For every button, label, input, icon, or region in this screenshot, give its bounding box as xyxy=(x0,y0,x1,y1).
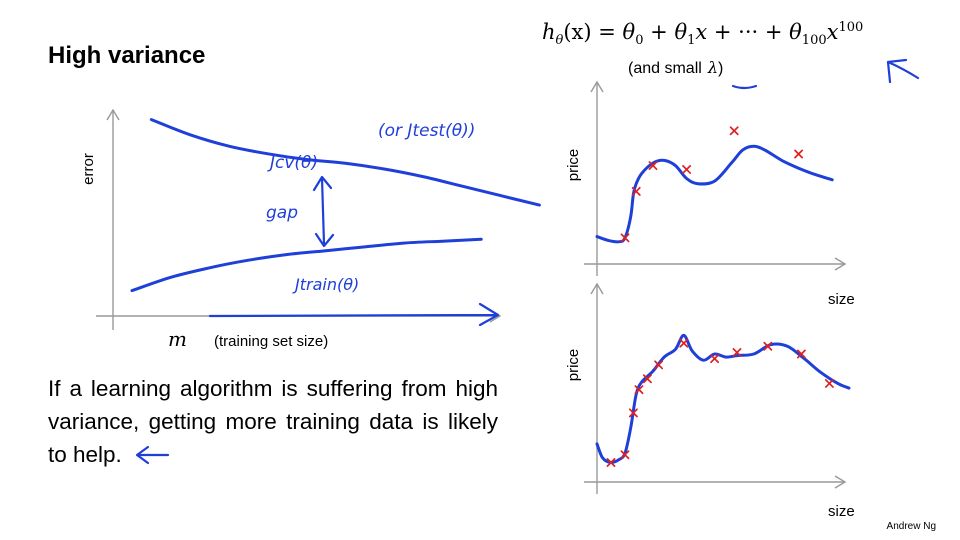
formula-x1: x xyxy=(695,20,708,44)
formula-theta1: θ xyxy=(674,20,688,44)
sc1-x-arrowhead xyxy=(834,257,847,271)
sc1-xlabel: size xyxy=(828,291,855,308)
sc2-point xyxy=(642,374,652,384)
sc2-point-stroke-b xyxy=(710,354,720,364)
sc2-point-stroke-b xyxy=(606,458,616,467)
sc2-point-stroke-b xyxy=(642,374,652,384)
sc1-point-stroke-b xyxy=(682,165,692,174)
formula-theta100-sub: 100 xyxy=(801,33,827,49)
lc-xlabel-note: (training set size) xyxy=(214,333,328,350)
formula-theta100: θ xyxy=(789,20,802,44)
sc2-point xyxy=(732,348,742,357)
sc1-axes xyxy=(584,80,847,276)
sc1-point xyxy=(682,165,692,174)
sc2-point xyxy=(824,379,834,388)
body-text-content: If a learning algorithm is suffering fro… xyxy=(48,376,498,467)
formula-x100-sup: 100 xyxy=(838,20,864,35)
sc2-point xyxy=(710,354,720,364)
lc-xlabel: m xyxy=(168,327,187,351)
formula-plus2: + ··· + xyxy=(707,20,790,44)
formula-lhs: (x) = xyxy=(563,20,623,44)
sc2-point xyxy=(606,458,616,467)
sc1-point xyxy=(794,149,804,159)
formula-theta0-sub: 0 xyxy=(635,33,644,49)
body-text: If a learning algorithm is suffering fro… xyxy=(48,372,498,471)
sc2-point-stroke-b xyxy=(763,341,773,351)
sc2-y-arrowhead xyxy=(590,282,604,295)
sc1-point-stroke-b xyxy=(631,186,641,196)
sc2-point xyxy=(620,450,630,460)
sc1-point-stroke-b xyxy=(794,149,804,159)
sc2-fit-curve xyxy=(595,333,851,465)
lc-jcv-label: Jcv(θ) xyxy=(267,153,318,173)
sc1-point xyxy=(648,161,658,171)
note-prefix: (and small xyxy=(628,60,702,77)
sc1-point xyxy=(620,233,630,243)
sc2-point xyxy=(654,360,664,370)
slide-title: High variance xyxy=(48,42,206,69)
formula-h-sub: θ xyxy=(555,33,564,49)
left-arrow-icon xyxy=(135,445,170,465)
lc-gap-label: gap xyxy=(266,203,298,223)
sc2-point-stroke-b xyxy=(628,408,638,418)
hypothesis-formula: hθ(x) = θ0 + θ1x + ··· + θ100x100 xyxy=(542,20,863,48)
sc1-point-stroke-b xyxy=(729,126,739,136)
sc2-point-stroke-b xyxy=(654,360,664,370)
lc-ylabel: error xyxy=(80,153,97,185)
lc-jcv-curve xyxy=(149,118,541,207)
lc-jtest-label: (or Jtest(θ)) xyxy=(378,121,475,141)
sc1-point xyxy=(631,186,641,196)
sc1-y-arrowhead xyxy=(590,80,604,93)
formula-theta0: θ xyxy=(622,20,636,44)
note-suffix: ) xyxy=(717,60,724,77)
sc2-xlabel: size xyxy=(828,503,855,520)
lc-lines xyxy=(130,118,541,293)
sc2-ylabel: price xyxy=(565,349,582,382)
sc2-x-arrowhead xyxy=(834,475,847,489)
lc-y-arrowhead xyxy=(106,108,120,121)
formula-x100: x xyxy=(826,20,839,44)
sc2-point xyxy=(679,338,689,348)
lc-jtrain-curve xyxy=(130,237,483,293)
sc2-point-stroke-b xyxy=(824,379,834,388)
sc1-point-stroke-b xyxy=(620,233,630,243)
formula-theta1-sub: 1 xyxy=(687,33,696,49)
sc2-axes xyxy=(584,282,847,494)
formula-h: h xyxy=(542,20,556,44)
lc-gap-arrow xyxy=(312,175,335,248)
sc2-point-stroke-b xyxy=(796,349,806,359)
sc2-point-stroke-b xyxy=(732,348,742,357)
sc2-point xyxy=(796,349,806,359)
lc-x-arrow xyxy=(208,302,500,327)
sc2-point xyxy=(628,408,638,418)
sc2-point-stroke-b xyxy=(620,450,630,460)
sc1-points xyxy=(620,126,804,243)
sc2-point-stroke-b xyxy=(634,385,644,395)
sc2-points xyxy=(606,338,834,467)
sc2-point xyxy=(763,341,773,351)
sc2-point-stroke-b xyxy=(679,338,689,348)
sc1-ylabel: price xyxy=(565,149,582,182)
sc1-point xyxy=(729,126,739,136)
sc1-point-stroke-b xyxy=(648,161,658,171)
lc-jtrain-label: Jtrain(θ) xyxy=(292,275,359,294)
formula-plus1: + xyxy=(643,20,675,44)
footer-author: Andrew Ng xyxy=(886,521,936,532)
sc1-fit-curve xyxy=(595,144,834,244)
note-lambda: λ xyxy=(707,58,718,77)
sc2-point xyxy=(634,385,644,395)
formula-note: (and small λ) xyxy=(628,58,723,78)
